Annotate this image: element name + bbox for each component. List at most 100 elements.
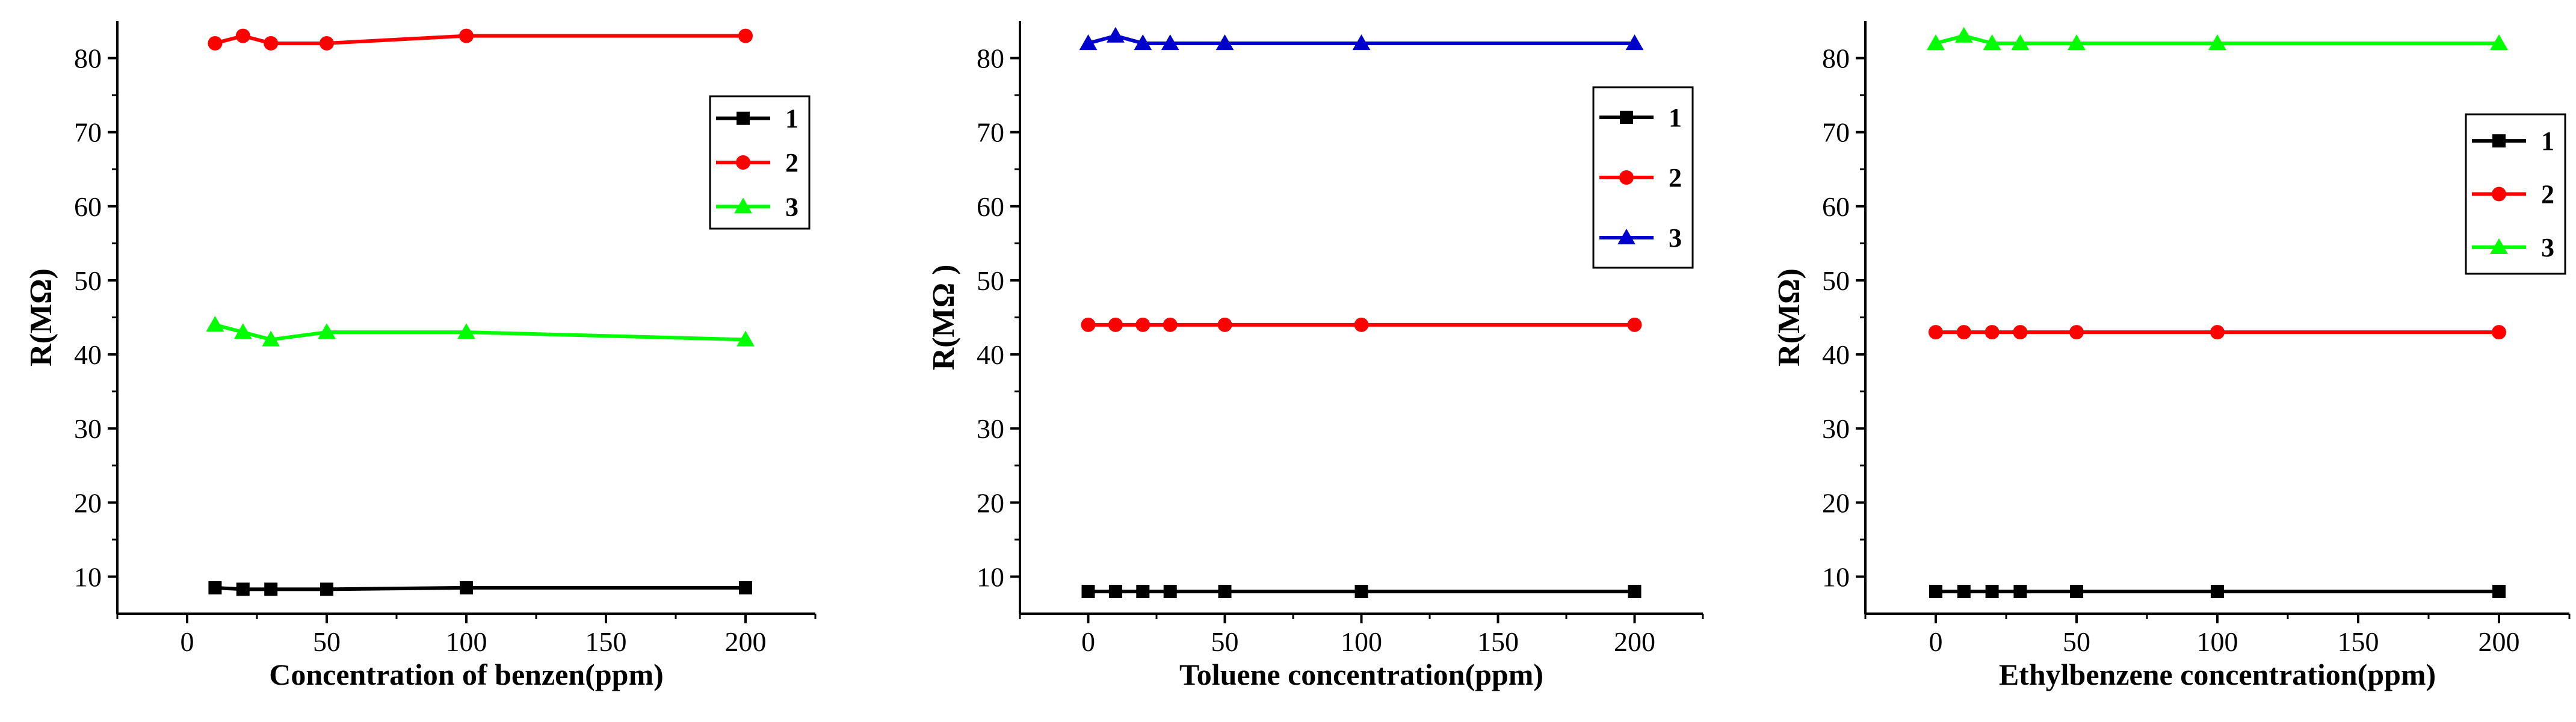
x-tick-label: 150 xyxy=(585,626,627,657)
series-2-point xyxy=(1956,325,1971,340)
series-2-point xyxy=(235,28,250,43)
series-3-point xyxy=(1625,34,1644,51)
legend: 1 2 3 xyxy=(2465,113,2566,275)
series-3 xyxy=(1079,26,1644,51)
chart-panel-2: 10 20 30 40 50 60 70 80 0 50 100 150 200 Toluene conc… xyxy=(927,21,1704,691)
x-tick-label: 200 xyxy=(1614,626,1655,657)
y-tick-label: 20 xyxy=(1822,487,1850,518)
y-tick-label: 20 xyxy=(977,487,1004,518)
legend-entry-label: 2 xyxy=(2541,180,2554,209)
series-2-point xyxy=(738,28,753,43)
y-tick-label: 20 xyxy=(74,487,102,518)
y-tick-label: 30 xyxy=(74,413,102,444)
legend-marker xyxy=(2490,238,2508,254)
series-2 xyxy=(1929,325,2506,340)
series-1-point xyxy=(1081,585,1095,599)
series-2-point xyxy=(1163,317,1178,332)
y-tick-label: 70 xyxy=(74,117,102,148)
y-tick-label: 80 xyxy=(977,43,1004,74)
y-axis-label: R(MΩ) xyxy=(1772,268,1806,366)
series-3-point xyxy=(737,330,755,347)
series-3-point xyxy=(1215,34,1234,51)
series-1 xyxy=(208,581,752,596)
y-tick-label: 50 xyxy=(1822,265,1850,296)
series-2-point xyxy=(2210,325,2225,340)
series-1-point xyxy=(2070,585,2083,599)
x-tick-label: 50 xyxy=(2063,626,2090,657)
series-3-point xyxy=(206,315,224,332)
series-2-point xyxy=(1985,325,2000,340)
y-tick-label: 40 xyxy=(1822,339,1850,370)
series-1-point xyxy=(739,581,752,594)
y-tick-label: 30 xyxy=(977,413,1004,444)
legend-entry-label: 1 xyxy=(2541,126,2554,156)
legend-marker xyxy=(736,155,750,170)
legend-marker xyxy=(734,197,752,214)
series-1-point xyxy=(320,582,333,596)
legend-entry-label: 2 xyxy=(1669,163,1682,193)
x-tick-label: 150 xyxy=(1477,626,1519,657)
series-2-point xyxy=(2069,325,2084,340)
series-3-point xyxy=(1927,34,1945,51)
series-1-point xyxy=(1985,585,1999,599)
legend-entry-label: 2 xyxy=(785,148,798,177)
series-2-point xyxy=(1627,317,1642,332)
series-1-point xyxy=(2013,585,2027,599)
y-tick-label: 60 xyxy=(977,191,1004,222)
y-tick-label: 30 xyxy=(1822,413,1850,444)
series-3-point xyxy=(1983,34,2001,51)
chart-panel-1: 10 20 30 40 50 60 70 80 0 50 100 150 200 Concentratio… xyxy=(24,21,817,691)
series-1 xyxy=(1081,585,1642,599)
series-2-point xyxy=(459,28,474,43)
series-3-point xyxy=(262,330,280,347)
x-tick-label: 100 xyxy=(1341,626,1382,657)
series-3-point xyxy=(2208,34,2226,51)
y-tick-label: 60 xyxy=(74,191,102,222)
series-2-point xyxy=(320,35,334,51)
x-tick-label: 0 xyxy=(1929,626,1943,657)
legend-entry-label: 3 xyxy=(1669,223,1682,253)
series-3-point xyxy=(233,323,252,339)
series-1-point xyxy=(208,581,222,594)
y-tick-label: 50 xyxy=(74,265,102,296)
x-tick-label: 100 xyxy=(2197,626,2238,657)
y-tick-label: 10 xyxy=(1822,561,1850,592)
series-1 xyxy=(1929,585,2506,599)
chart-panel-3: 10 20 30 40 50 60 70 80 0 50 100 150 200 Ethylbenzene… xyxy=(1772,21,2571,691)
series-1-point xyxy=(1957,585,1971,599)
y-tick-label: 40 xyxy=(74,339,102,370)
series-3-point xyxy=(2068,34,2086,51)
series-1-point xyxy=(236,582,250,596)
series-1-line xyxy=(215,585,746,591)
series-3 xyxy=(206,315,755,347)
legend-entry-label: 3 xyxy=(785,192,798,221)
series-3-point xyxy=(318,323,336,339)
legend-entry-label: 1 xyxy=(1669,103,1682,132)
y-tick-label: 50 xyxy=(977,265,1004,296)
x-tick-label: 50 xyxy=(313,626,341,657)
series-2-point xyxy=(1217,317,1232,332)
x-axis-label: Ethylbenzene concentration(ppm) xyxy=(1999,658,2436,691)
y-tick-label: 80 xyxy=(1822,43,1850,74)
series-2-point xyxy=(2492,325,2506,340)
series-3-point xyxy=(2011,34,2030,51)
legend-entry-label: 1 xyxy=(785,104,798,134)
series-3-point xyxy=(1161,34,1179,51)
x-axis-label: Toluene concentration(ppm) xyxy=(1179,658,1543,691)
series-3 xyxy=(1927,26,2508,51)
legend-marker xyxy=(2492,134,2506,148)
y-tick-label: 70 xyxy=(1822,117,1850,148)
series-1-point xyxy=(264,582,278,596)
y-tick-label: 80 xyxy=(74,43,102,74)
legend-entry-label: 3 xyxy=(2541,233,2554,262)
y-axis-label: R(MΩ ) xyxy=(927,265,961,371)
series-1-point xyxy=(1163,585,1177,599)
series-2-point xyxy=(1929,325,1943,340)
legend-marker xyxy=(2492,187,2506,202)
series-2-point xyxy=(208,35,223,51)
y-tick-label: 60 xyxy=(1822,191,1850,222)
y-axis-label: R(MΩ) xyxy=(24,268,58,366)
series-2-point xyxy=(264,35,279,51)
x-tick-label: 200 xyxy=(725,626,767,657)
